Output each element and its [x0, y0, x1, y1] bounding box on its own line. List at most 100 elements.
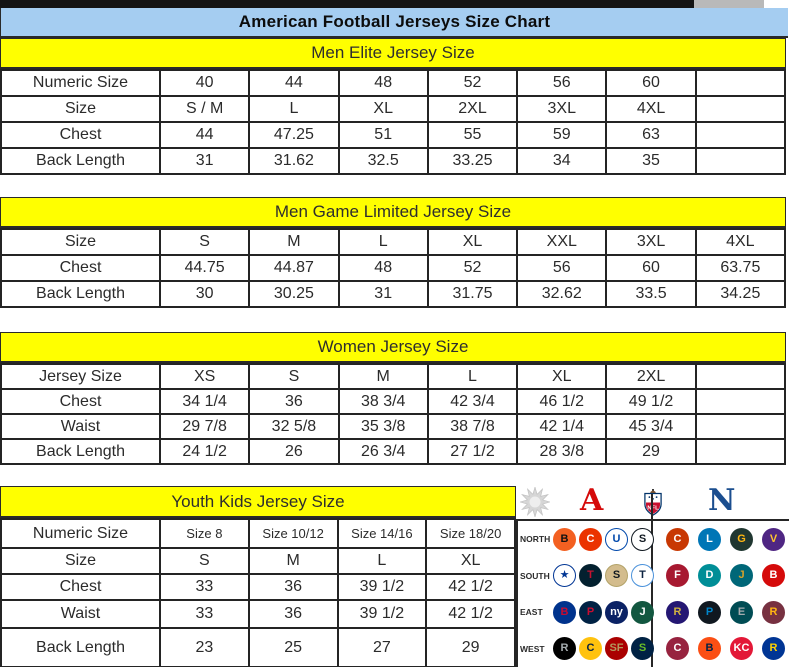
table-cell: 26 — [248, 438, 340, 465]
table-cell: 59 — [516, 121, 608, 149]
table-row: Numeric Size 40 44 48 52 56 60 — [0, 69, 787, 97]
table-cell: 38 3/4 — [337, 388, 429, 415]
table-cell: 24 1/2 — [158, 438, 251, 465]
table-cell: S — [159, 547, 250, 575]
table-cell: 29 — [605, 438, 697, 465]
row-label: Size — [0, 228, 161, 256]
table-row: Waist 29 7/8 32 5/8 35 3/8 38 7/8 42 1/4 45 3/… — [0, 413, 787, 440]
conference-logo-row: A NFL N — [516, 483, 789, 519]
table-cell: 23 — [159, 627, 250, 667]
logo-patriots: P — [579, 600, 602, 624]
nfl-shield-icon: NFL — [644, 489, 662, 516]
table-cell: 56 — [516, 69, 608, 97]
row-label: Size — [0, 547, 161, 575]
logo-packers: G — [730, 527, 753, 551]
logo-chiefs: KC — [730, 637, 753, 661]
table-cell — [694, 147, 787, 175]
table-row: Chest 33 36 39 1/2 42 1/2 — [0, 573, 516, 601]
table-cell: 27 — [336, 627, 428, 667]
logo-eagles: E — [730, 600, 753, 624]
table-cell: 31.62 — [248, 147, 340, 175]
nfc-team-logos: C B KC R — [666, 637, 785, 661]
table-cell — [694, 95, 787, 123]
table-cell: 36 — [247, 573, 339, 601]
table-cell: XXL — [516, 228, 608, 256]
table-cell: 35 — [605, 147, 697, 175]
table-row: Back Length 23 25 27 29 — [0, 627, 516, 667]
table-cell: 34 1/4 — [158, 388, 251, 415]
logo-panel-separator — [514, 519, 789, 521]
row-label: Numeric Size — [0, 518, 161, 549]
youth-kids-grid: Numeric Size Size 8 Size 10/12 Size 14/16 Si… — [0, 518, 516, 667]
table-cell: XL — [337, 95, 429, 123]
table-cell: 56 — [516, 254, 608, 282]
table-cell: 33.25 — [426, 147, 519, 175]
logo-vikings: V — [762, 527, 785, 551]
men-elite-table: Men Elite Jersey Size Numeric Size 40 44 48… — [0, 38, 787, 175]
table-cell: 29 — [425, 627, 516, 667]
row-label: Back Length — [0, 627, 161, 667]
table-cell: 49 1/2 — [605, 388, 697, 415]
table-cell: 32.5 — [337, 147, 429, 175]
table-cell: 40 — [158, 69, 251, 97]
table-cell: 29 7/8 — [158, 413, 251, 440]
table-cell: S — [158, 228, 251, 256]
table-cell: 33 — [159, 599, 250, 629]
logo-rams: R — [762, 637, 785, 661]
table-cell: 63.75 — [694, 254, 787, 282]
table-cell: 3XL — [605, 228, 697, 256]
table-cell: L — [248, 95, 340, 123]
table-cell: 45 3/4 — [605, 413, 697, 440]
logo-ravens: R — [666, 600, 689, 624]
afc-logo: A — [580, 483, 604, 518]
table-cell: 26 3/4 — [337, 438, 429, 465]
table-cell: XL — [516, 363, 608, 390]
table-cell: 38 7/8 — [426, 413, 519, 440]
table-row: Numeric Size Size 8 Size 10/12 Size 14/16 Si… — [0, 518, 516, 549]
logo-texans: T — [579, 564, 602, 588]
table-cell — [694, 363, 787, 390]
table-cell: Size 18/20 — [425, 518, 516, 549]
row-label: Size — [0, 95, 161, 123]
row-label: Waist — [0, 413, 161, 440]
table-cell: 42 1/4 — [516, 413, 608, 440]
logo-jaguars: J — [730, 564, 753, 588]
table-cell: 48 — [337, 254, 429, 282]
logo-dolphins: D — [698, 564, 721, 588]
table-cell: 4XL — [605, 95, 697, 123]
table-cell: 25 — [247, 627, 339, 667]
table-cell: 60 — [605, 69, 697, 97]
logo-49ers: SF — [605, 637, 628, 661]
table-cell: 4XL — [694, 228, 787, 256]
table-cell: 52 — [426, 254, 519, 282]
logo-cowboys: ★ — [553, 564, 576, 588]
table-cell — [694, 69, 787, 97]
table-cell: 35 3/8 — [337, 413, 429, 440]
logo-panthers: P — [698, 600, 721, 624]
men-game-limited-header: Men Game Limited Jersey Size — [0, 197, 786, 228]
table-cell: M — [337, 363, 429, 390]
afc-team-logos: R C SF S — [553, 637, 654, 661]
row-label: Jersey Size — [0, 363, 161, 390]
men-elite-grid: Numeric Size 40 44 48 52 56 60 Size S / M L XL 2XL 3… — [0, 69, 787, 175]
table-row: Waist 33 36 39 1/2 42 1/2 — [0, 599, 516, 629]
table-cell: 63 — [605, 121, 697, 149]
starburst-icon — [520, 487, 550, 517]
row-label: Chest — [0, 573, 161, 601]
table-row: Back Length 31 31.62 32.5 33.25 34 35 — [0, 147, 787, 175]
table-cell: 42 1/2 — [425, 573, 516, 601]
division-row-west: WEST R C SF S C B KC R — [516, 631, 789, 667]
row-label: Back Length — [0, 147, 161, 175]
table-cell: 44 — [248, 69, 340, 97]
logo-lions: L — [698, 527, 721, 551]
table-row: Size S M L XL XXL 3XL 4XL — [0, 228, 787, 256]
table-cell: 2XL — [605, 363, 697, 390]
row-label: Chest — [0, 121, 161, 149]
table-cell: 51 — [337, 121, 429, 149]
